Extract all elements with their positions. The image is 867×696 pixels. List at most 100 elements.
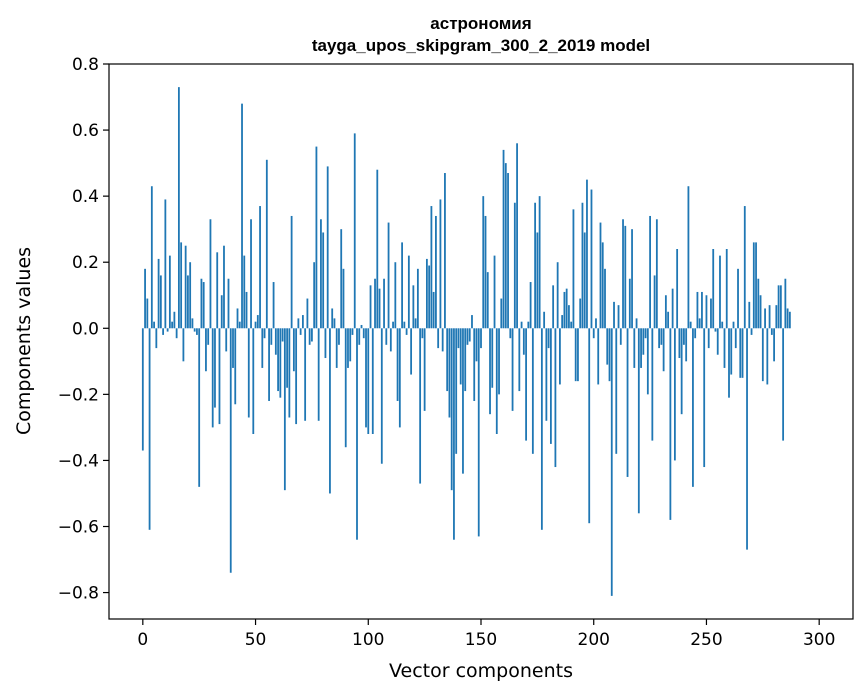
bar-71	[301, 315, 304, 329]
bar-112	[394, 262, 397, 329]
bar-64	[286, 328, 289, 388]
bar-11	[166, 328, 169, 332]
bar-10	[164, 199, 167, 329]
bar-80	[322, 232, 325, 329]
bar-231	[662, 328, 665, 372]
bar-283	[779, 285, 782, 329]
bar-54	[263, 328, 266, 339]
x-tick-label: 200	[578, 630, 610, 650]
bar-116	[403, 321, 406, 329]
bar-37	[225, 328, 228, 352]
y-tick-label: 0.8	[72, 55, 99, 75]
bar-203	[599, 222, 602, 329]
bar-249	[703, 328, 706, 468]
bar-138	[453, 328, 455, 540]
bar-75	[311, 328, 313, 342]
bar-269	[748, 301, 751, 329]
bar-21	[189, 262, 192, 329]
bar-171	[527, 321, 530, 329]
bar-209	[613, 301, 615, 329]
bar-62	[281, 328, 284, 342]
bar-127	[428, 265, 431, 329]
bar-228	[655, 219, 658, 329]
bar-278	[768, 305, 771, 329]
bar-159	[500, 298, 503, 329]
bar-124	[421, 328, 424, 339]
bar-47	[247, 328, 250, 418]
bar-271	[752, 242, 755, 329]
bar-192	[574, 328, 577, 382]
bar-34	[218, 328, 221, 425]
bar-59	[274, 328, 277, 355]
bar-198	[588, 328, 591, 524]
bar-173	[531, 328, 534, 454]
bar-260	[728, 328, 730, 398]
bar-24	[196, 328, 198, 335]
bar-110	[389, 328, 392, 352]
bar-33	[216, 252, 219, 329]
bar-38	[227, 278, 230, 329]
bar-5	[153, 321, 155, 329]
bar-88	[340, 229, 343, 329]
bar-130	[435, 215, 437, 329]
bar-239	[680, 328, 683, 415]
bar-17	[180, 242, 183, 329]
chart-subtitle: tayga_upos_skipgram_300_2_2019 model	[312, 36, 650, 55]
bar-142	[462, 328, 464, 474]
bar-158	[498, 328, 500, 395]
bar-73	[306, 298, 309, 329]
bar-233	[667, 311, 670, 329]
bar-85	[333, 318, 336, 329]
y-tick-label: −0.8	[58, 584, 99, 604]
bar-76	[313, 262, 316, 329]
bar-219	[635, 318, 638, 329]
bar-236	[673, 328, 676, 461]
bar-134	[444, 173, 446, 329]
bar-136	[448, 328, 451, 418]
bar-39	[229, 328, 232, 573]
bar-20	[187, 275, 189, 329]
bar-190	[570, 321, 573, 329]
bar-23	[193, 328, 196, 332]
bar-117	[405, 328, 408, 335]
bar-4	[150, 186, 153, 329]
bar-258	[723, 328, 726, 368]
bar-205	[604, 268, 606, 329]
x-tick-label: 100	[352, 630, 384, 650]
bar-147	[473, 328, 476, 401]
bar-115	[401, 242, 403, 329]
bar-65	[288, 328, 291, 418]
bar-100	[367, 328, 370, 434]
bar-105	[378, 288, 381, 329]
bar-263	[734, 328, 737, 349]
bar-152	[484, 215, 487, 329]
bar-55	[265, 159, 268, 329]
bar-163	[509, 328, 512, 339]
bar-241	[685, 328, 688, 362]
bar-184	[556, 262, 559, 329]
bar-227	[653, 275, 656, 329]
bar-144	[466, 328, 469, 345]
bar-83	[329, 328, 331, 494]
chart-title: астрономия	[430, 14, 531, 33]
bar-215	[626, 328, 629, 477]
bar-22	[191, 318, 194, 329]
bar-63	[283, 328, 286, 491]
bar-114	[398, 328, 401, 428]
bar-129	[432, 291, 435, 329]
bar-226	[651, 328, 654, 441]
bar-172	[529, 282, 532, 329]
bar-153	[486, 272, 489, 329]
bar-242	[687, 186, 690, 329]
bar-35	[220, 295, 223, 329]
bar-19	[184, 245, 187, 329]
bar-254	[714, 328, 717, 332]
bar-285	[784, 278, 787, 329]
bar-279	[770, 328, 773, 335]
bar-178	[543, 311, 546, 329]
bar-139	[455, 328, 458, 454]
bar-48	[250, 219, 252, 329]
bar-13	[171, 321, 174, 329]
bar-70	[299, 328, 302, 335]
bar-140	[457, 328, 460, 349]
